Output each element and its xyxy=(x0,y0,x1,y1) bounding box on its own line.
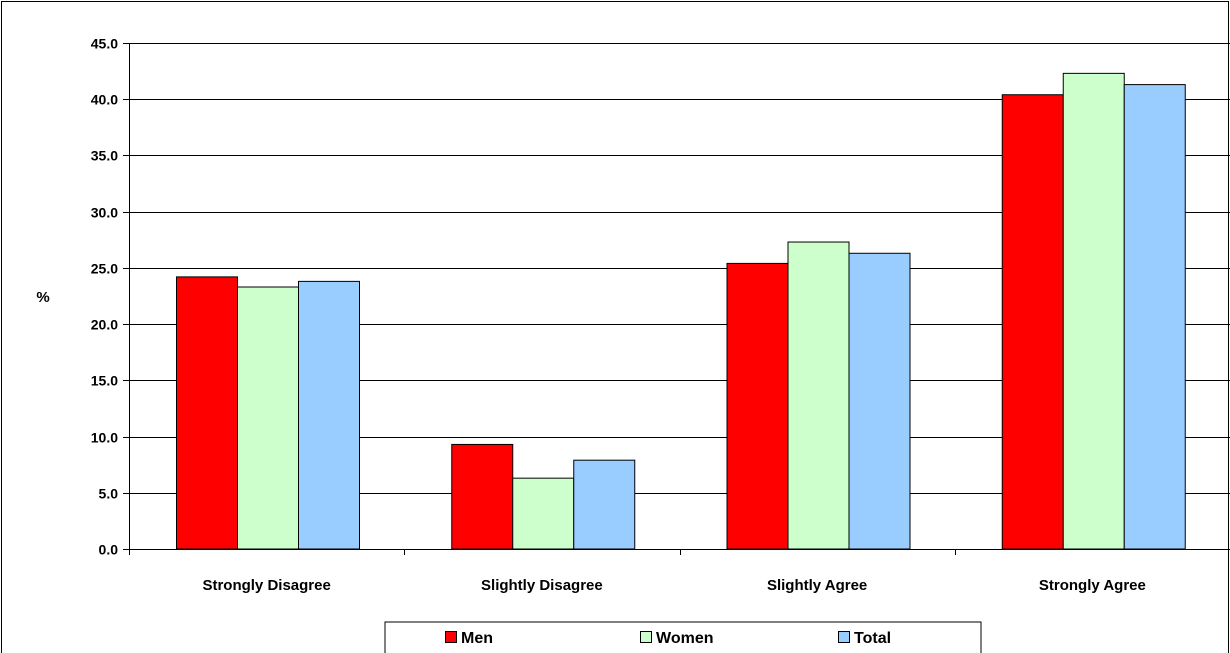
category-label: Slightly Disagree xyxy=(481,577,603,594)
bar-men-2 xyxy=(451,443,514,550)
bar-total-3 xyxy=(848,252,911,550)
legend-label-total: Total xyxy=(854,630,891,647)
bar-men-4 xyxy=(1001,94,1064,550)
y-tick-label: 35.0 xyxy=(91,148,118,164)
y-tick-label: 5.0 xyxy=(99,486,119,502)
bar-women-4 xyxy=(1062,72,1125,550)
bar-men-1 xyxy=(176,276,238,550)
legend-label-men: Men xyxy=(461,630,493,647)
category-label: Strongly Disagree xyxy=(202,577,330,594)
bar-women-1 xyxy=(237,286,299,550)
bar-total-2 xyxy=(573,459,636,550)
y-tick-label: 25.0 xyxy=(91,261,118,277)
y-tick-label: 0.0 xyxy=(99,542,119,558)
bar-women-3 xyxy=(787,241,850,550)
category-label: Slightly Agree xyxy=(767,577,867,594)
y-tick-label: 40.0 xyxy=(91,92,118,108)
y-tick-label: 20.0 xyxy=(91,317,118,333)
axes xyxy=(123,43,1230,555)
y-tick-label: 30.0 xyxy=(91,205,118,221)
y-axis-label: % xyxy=(36,289,49,306)
category-labels: Strongly Disagree Slightly Disagree Slight… xyxy=(202,577,1145,594)
legend-box xyxy=(384,621,982,653)
y-tick-label: 45.0 xyxy=(91,36,118,52)
y-tick-labels: 0.0 5.0 10.0 15.0 20.0 25.0 30.0 35.0 40.0 45.0 xyxy=(91,36,118,558)
category-label: Strongly Agree xyxy=(1039,577,1146,594)
bars xyxy=(176,72,1186,550)
bar-total-4 xyxy=(1123,84,1186,550)
bar-women-2 xyxy=(512,477,575,550)
legend-swatch-women xyxy=(640,631,652,643)
legend-swatch-men xyxy=(445,631,457,643)
y-tick-label: 10.0 xyxy=(91,430,118,446)
legend: Men Women Total xyxy=(384,621,982,653)
bar-men-3 xyxy=(726,262,789,550)
bar-total-1 xyxy=(298,280,360,550)
legend-label-women: Women xyxy=(656,630,713,647)
y-tick-label: 15.0 xyxy=(91,373,118,389)
legend-swatch-total xyxy=(838,631,850,643)
